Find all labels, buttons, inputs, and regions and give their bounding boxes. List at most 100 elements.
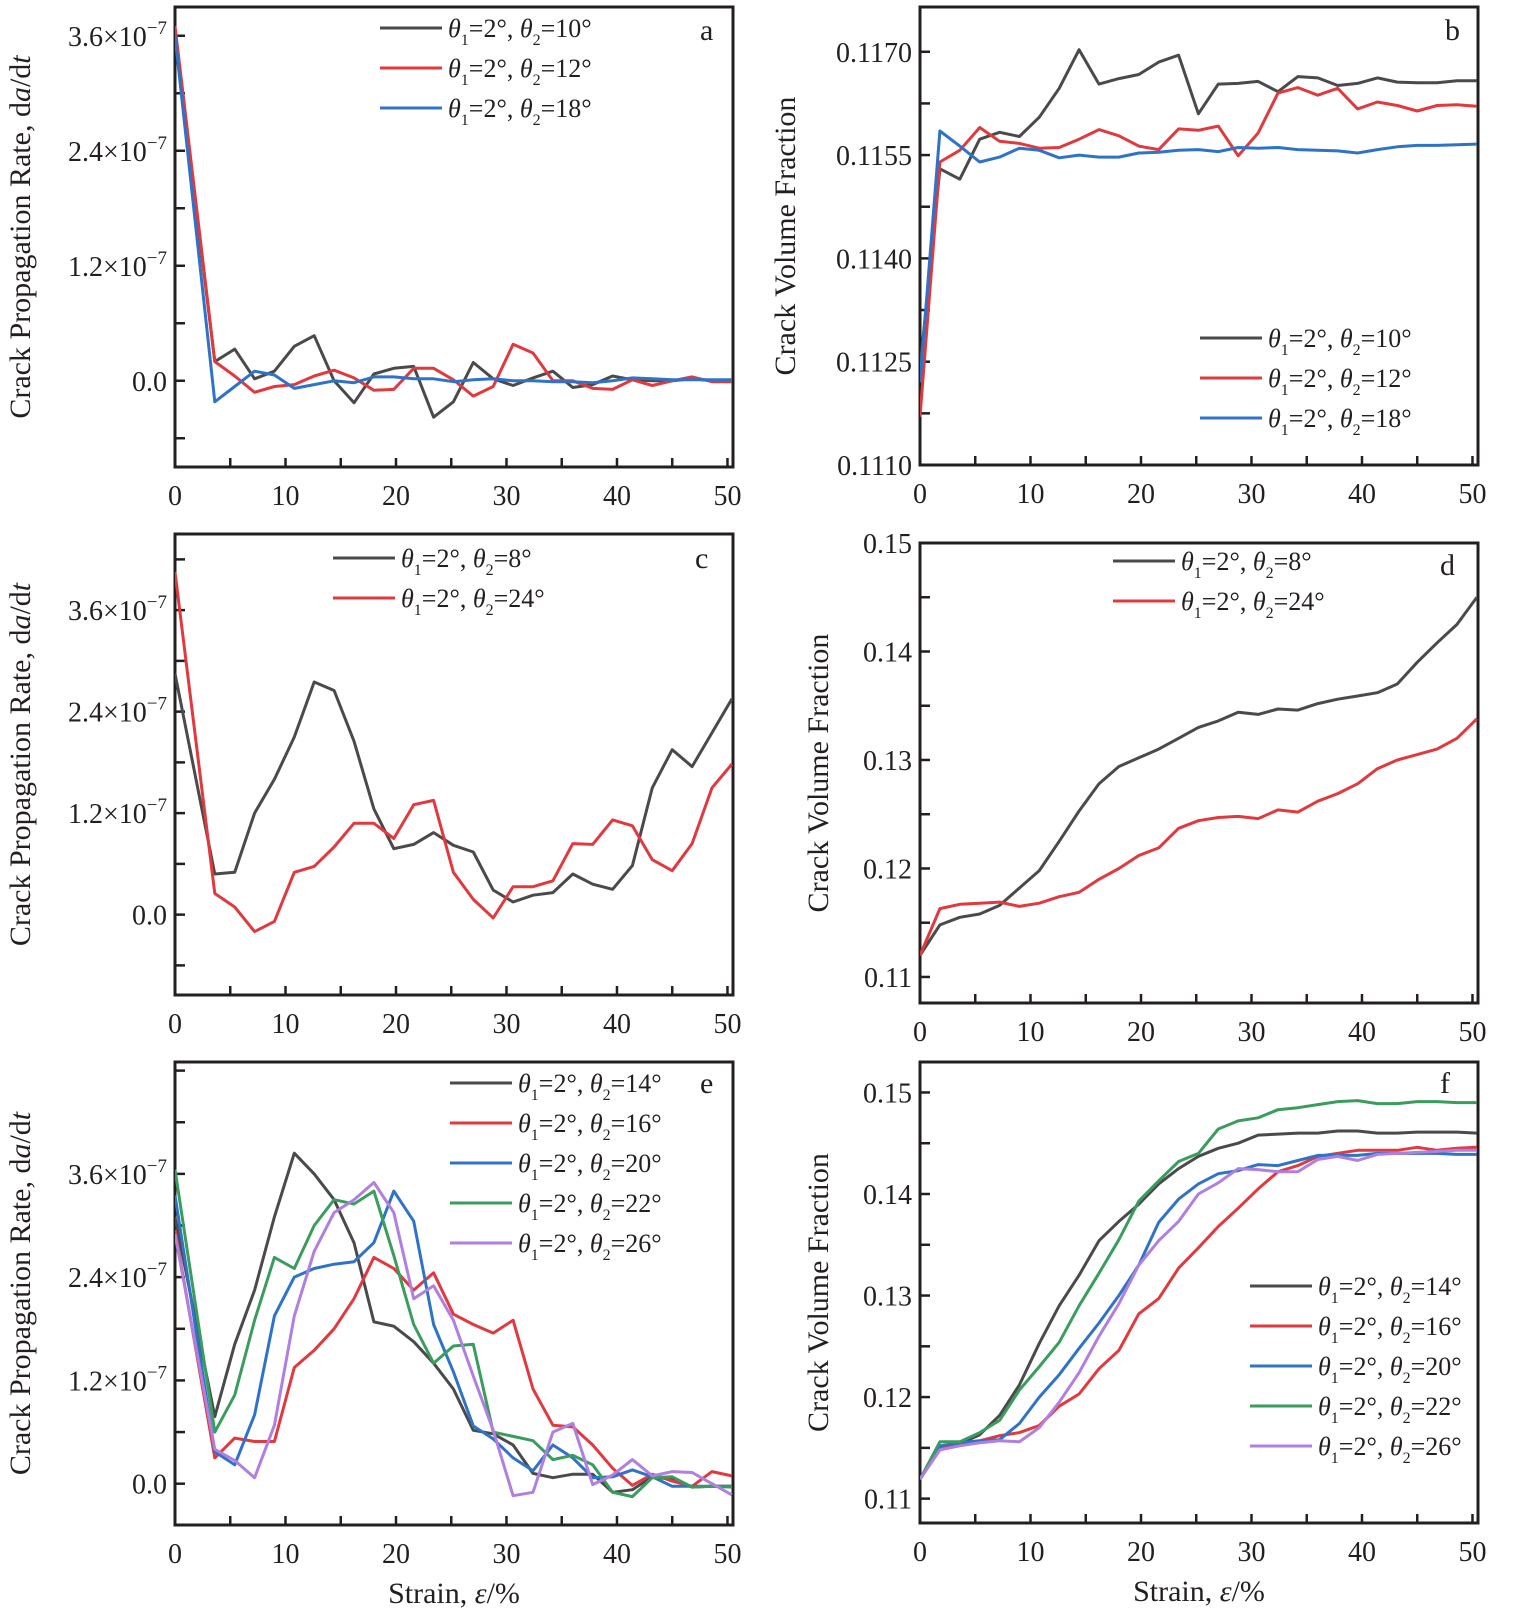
x-tick-label: 40 — [603, 1539, 631, 1570]
x-tick-label: 30 — [492, 481, 520, 512]
legend-label: θ1=2°, θ2=8° — [1181, 547, 1312, 582]
x-tick-label: 40 — [1348, 479, 1376, 510]
plot-frame — [173, 532, 735, 997]
panel-e: 0 10 20 30 40 50 0.0 1.2×10−7 2.4×10−7 3.6×10−7 Cr… — [4, 1060, 741, 1608]
y-axis-title: Crack Volume Fraction — [802, 1153, 835, 1432]
legend-label: θ1=2°, θ2=24° — [401, 584, 545, 619]
y-tick-label: 3.6×10−7 — [68, 1156, 167, 1191]
series-line-b-2 — [920, 86, 1478, 417]
x-tick-label: 10 — [1016, 1537, 1044, 1568]
panel-letter: c — [695, 542, 708, 575]
panel-letter: e — [700, 1067, 713, 1100]
y-tick-label: 2.4×10−7 — [68, 694, 167, 729]
plot-frame — [918, 541, 1480, 1005]
legend-label: θ1=2°, θ2=22° — [518, 1189, 662, 1224]
panel-letter: b — [1445, 14, 1460, 47]
legend-label: θ1=2°, θ2=10° — [448, 14, 592, 49]
series-line-a-1 — [175, 35, 732, 419]
x-tick-label: 10 — [271, 1009, 299, 1040]
series-line-d-2 — [920, 717, 1478, 956]
y-tick-label: 0.13 — [863, 1282, 912, 1313]
legend-label: θ1=2°, θ2=18° — [448, 94, 592, 129]
series-line-e-5 — [175, 1181, 733, 1498]
series-line-a-3 — [175, 35, 732, 404]
y-tick-label: 0.1125 — [836, 348, 912, 379]
x-tick-label: 10 — [271, 1539, 299, 1570]
series-line-f-4 — [920, 1099, 1477, 1481]
plot-frame — [918, 1060, 1480, 1525]
panel-a: 0 10 20 30 40 50 0.0 1.2×10−7 2.4×10−7 3.6×10−7 Cr… — [4, 5, 741, 512]
x-tick-label: 10 — [271, 481, 299, 512]
x-tick-label: 0 — [913, 1017, 927, 1048]
panel-c: 0 10 20 30 40 50 0.0 1.2×10−7 2.4×10−7 3.6×10−7 Cr… — [4, 532, 741, 1040]
x-tick-label: 0 — [168, 481, 182, 512]
series-line-d-1 — [920, 596, 1478, 957]
x-tick-label: 0 — [913, 1537, 927, 1568]
x-axis-title: Strain, ε/% — [388, 1577, 520, 1608]
x-tick-label: 10 — [1016, 479, 1044, 510]
series-line-e-2 — [175, 1229, 733, 1488]
panel-letter: d — [1440, 549, 1455, 582]
x-tick-label: 40 — [1348, 1017, 1376, 1048]
legend-label: θ1=2°, θ2=16° — [1318, 1312, 1462, 1347]
x-tick-label: 20 — [382, 1539, 410, 1570]
x-tick-label: 0 — [168, 1009, 182, 1040]
x-tick-label: 40 — [1348, 1537, 1376, 1568]
y-tick-label: 0.15 — [863, 529, 912, 560]
legend-label: θ1=2°, θ2=16° — [518, 1109, 662, 1144]
y-tick-label: 0.0 — [132, 901, 167, 932]
x-tick-label: 20 — [1127, 1537, 1155, 1568]
legend-label: θ1=2°, θ2=14° — [1318, 1272, 1462, 1307]
y-tick-label: 3.6×10−7 — [68, 592, 167, 627]
y-axis-title: Crack Propagation Rate, da/dt — [4, 55, 37, 419]
y-tick-label: 0.11 — [864, 1485, 912, 1516]
x-tick-label: 50 — [1458, 1537, 1486, 1568]
y-tick-label: 1.2×10−7 — [68, 795, 167, 830]
x-tick-label: 40 — [603, 481, 631, 512]
legend-label: θ1=2°, θ2=24° — [1181, 587, 1325, 622]
y-axis-title: Crack Propagation Rate, da/dt — [4, 582, 37, 946]
y-tick-label: 1.2×10−7 — [68, 1362, 167, 1397]
legend-label: θ1=2°, θ2=26° — [1318, 1432, 1462, 1467]
series-line-f-5 — [920, 1148, 1477, 1481]
x-tick-label: 30 — [1237, 1537, 1265, 1568]
y-tick-label: 0.14 — [863, 637, 912, 668]
panel-letter: f — [1440, 1067, 1450, 1100]
y-axis-title: Crack Volume Fraction — [802, 634, 835, 913]
plot-frame — [918, 5, 1480, 467]
y-tick-label: 0.1110 — [837, 451, 912, 482]
legend-label: θ1=2°, θ2=20° — [1318, 1352, 1462, 1387]
y-tick-label: 0.12 — [863, 854, 912, 885]
series-line-c-2 — [175, 571, 733, 934]
y-tick-label: 2.4×10−7 — [68, 1259, 167, 1294]
legend-label: θ1=2°, θ2=12° — [448, 54, 592, 89]
y-tick-label: 3.6×10−7 — [68, 18, 167, 53]
panel-d: 0 10 20 30 40 50 0.11 0.12 0.13 0.14 0.15 Crack Vol… — [802, 529, 1486, 1048]
series-line-a-2 — [175, 26, 732, 398]
series-line-b-1 — [920, 48, 1477, 369]
x-tick-label: 20 — [1127, 1017, 1155, 1048]
series-line-e-3 — [175, 1189, 732, 1488]
y-axis-title: Crack Volume Fraction — [769, 97, 802, 376]
y-tick-label: 0.1140 — [836, 244, 912, 275]
y-tick-label: 0.0 — [132, 1470, 167, 1501]
x-tick-label: 30 — [1237, 479, 1265, 510]
legend-label: θ1=2°, θ2=26° — [518, 1229, 662, 1264]
panel-b: 0 10 20 30 40 50 0.1110 0.1125 0.1140 0.1155 0.117… — [769, 5, 1486, 510]
y-tick-label: 0.0 — [132, 367, 167, 398]
y-tick-label: 0.1170 — [836, 38, 912, 69]
legend-label: θ1=2°, θ2=22° — [1318, 1392, 1462, 1427]
legend-label: θ1=2°, θ2=10° — [1268, 324, 1412, 359]
y-tick-label: 0.12 — [863, 1383, 912, 1414]
y-tick-label: 1.2×10−7 — [68, 248, 167, 283]
x-tick-label: 20 — [382, 1009, 410, 1040]
x-tick-label: 50 — [1458, 479, 1486, 510]
y-tick-label: 0.15 — [863, 1078, 912, 1109]
x-tick-label: 30 — [492, 1539, 520, 1570]
x-axis-title: Strain, ε/% — [1133, 1575, 1265, 1608]
x-tick-label: 50 — [713, 1009, 741, 1040]
x-tick-label: 10 — [1016, 1017, 1044, 1048]
y-tick-label: 0.1155 — [836, 141, 912, 172]
plot-frame — [173, 1060, 735, 1527]
